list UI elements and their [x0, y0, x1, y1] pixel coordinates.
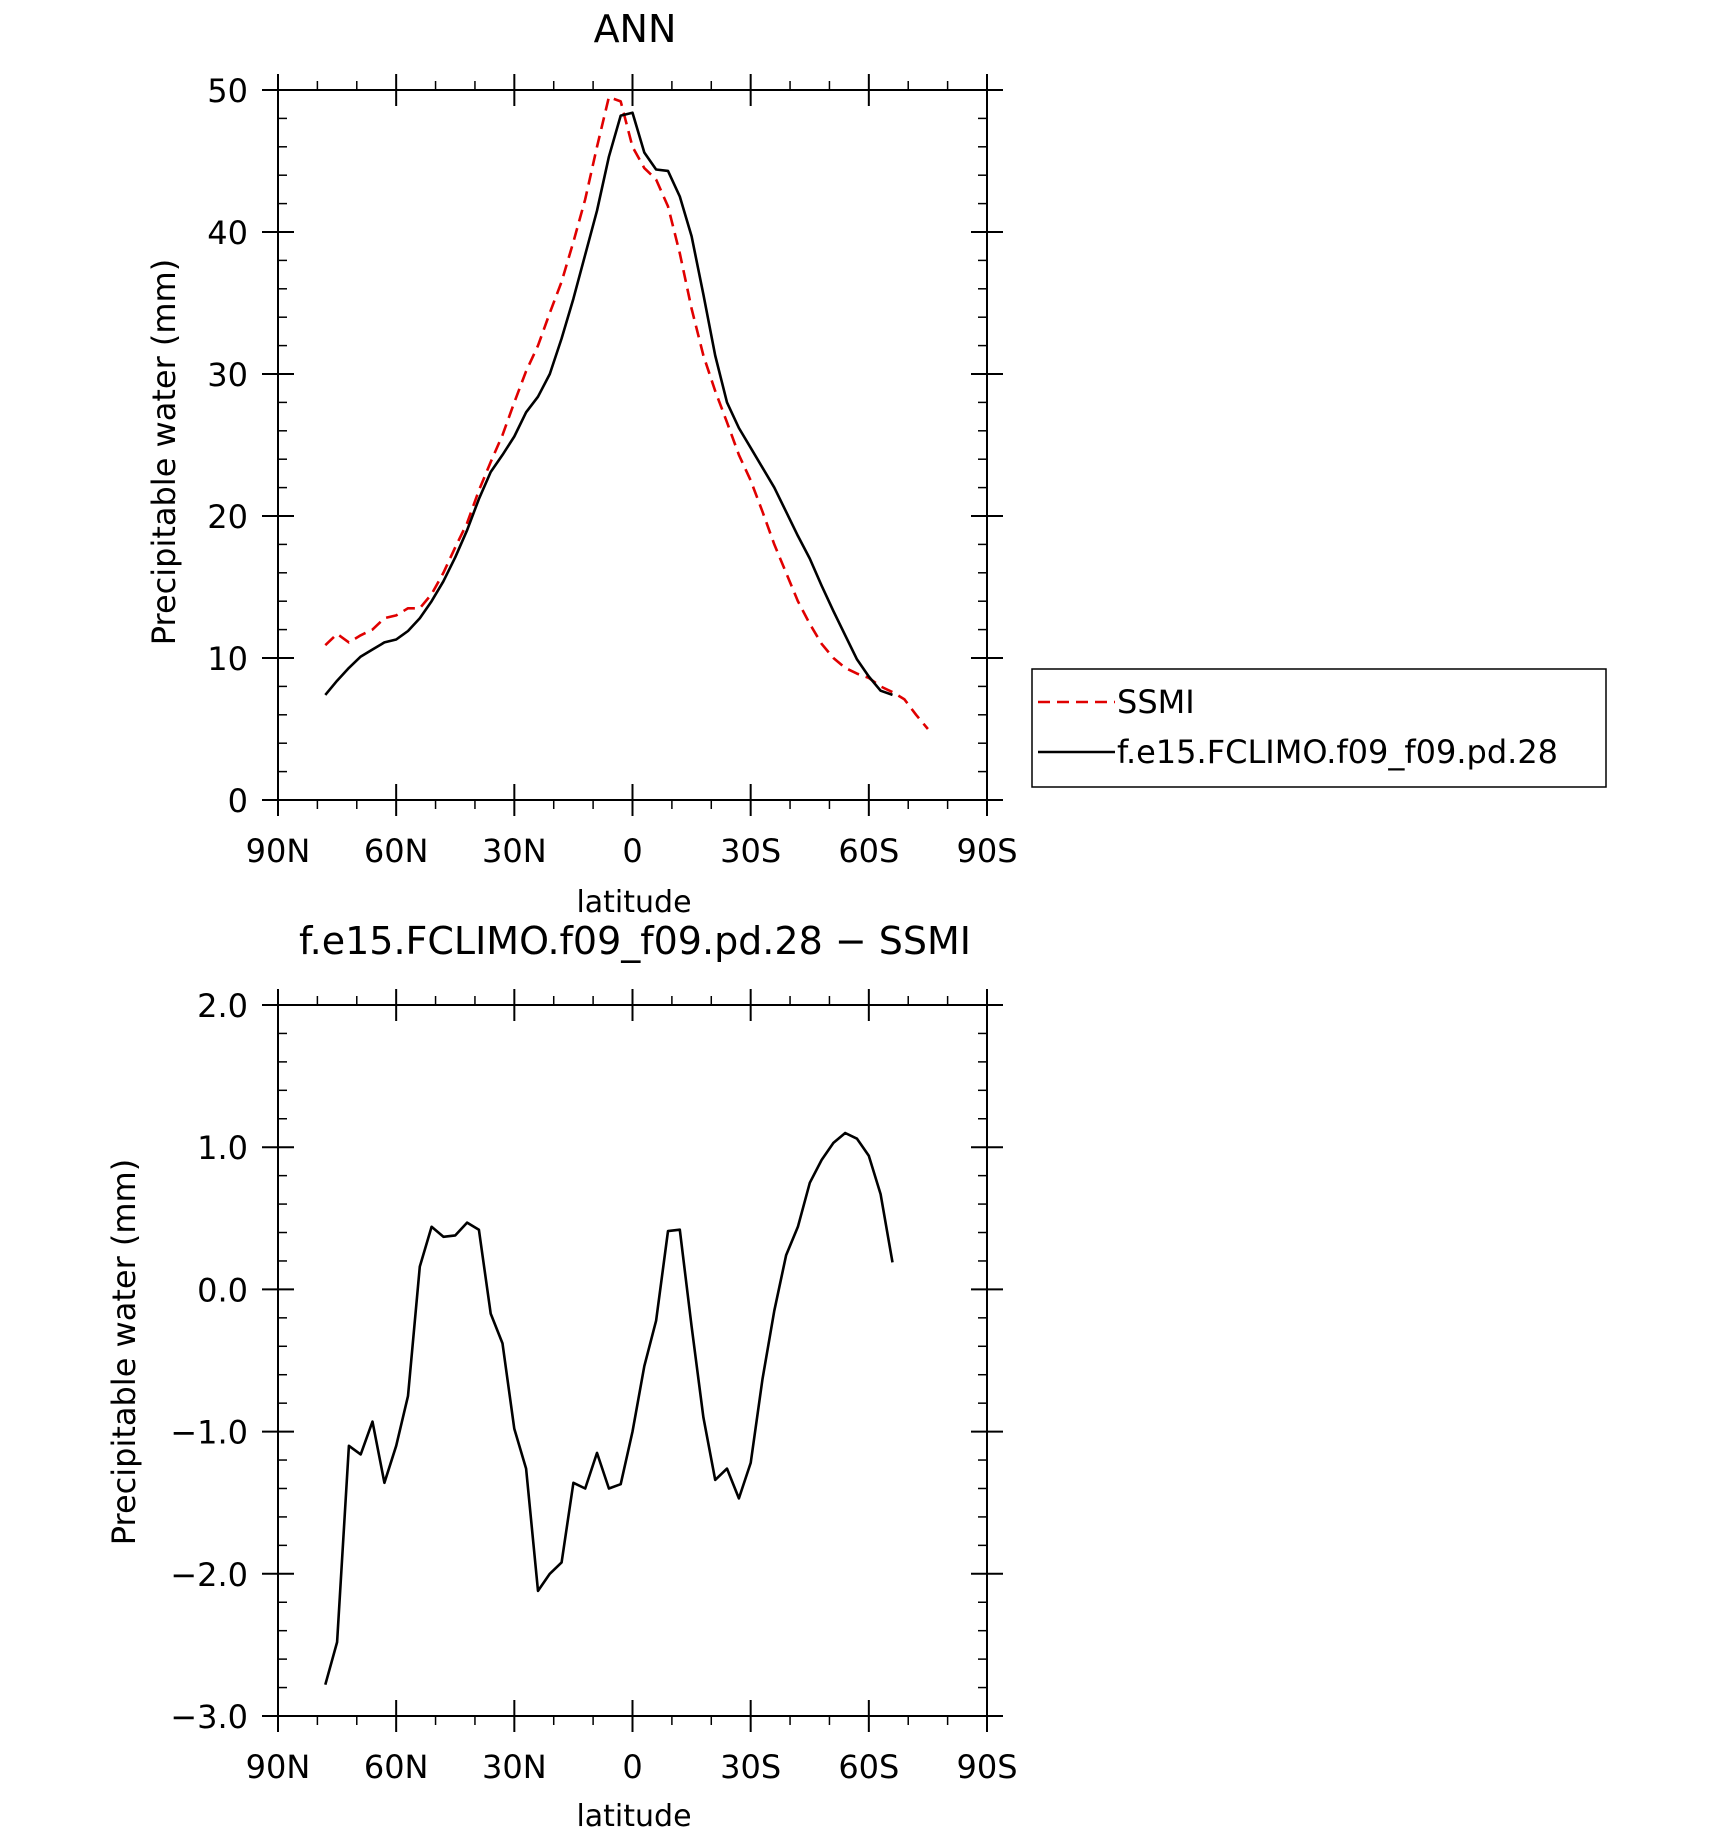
- legend-label-model: f.e15.FCLIMO.f09_f09.pd.28: [1117, 733, 1558, 771]
- top-chart-ylabel: Precipitable water (mm): [145, 259, 183, 645]
- y-tick-label: 0.0: [197, 1271, 248, 1309]
- top-chart-ticks: 0 10 20 30 40 50 90N 60N 30N 0 30S 60S 90S: [207, 72, 1017, 870]
- top-chart-xlabel: latitude: [576, 885, 691, 920]
- bottom-chart-ticks: −3.0 −2.0 −1.0 0.0 1.0 2.0 90N 60N 30N 0 30S 60S 90S: [170, 987, 1017, 1786]
- bottom-chart: f.e15.FCLIMO.f09_f09.pd.28 − SSMI −3.0 −2…: [105, 919, 1018, 1833]
- y-tick-label: 30: [207, 356, 248, 394]
- y-tick-label: 40: [207, 214, 248, 252]
- plot-frame: [277, 89, 988, 801]
- y-tick-label: 20: [207, 498, 248, 536]
- x-tick-label: 90N: [246, 832, 311, 870]
- x-tick-label: 30S: [720, 1748, 781, 1786]
- x-tick-label: 30N: [482, 1748, 547, 1786]
- series-line-f-e15-fclimo-f09-f09-pd-28: [324, 111, 893, 697]
- x-tick-label: 60N: [364, 1748, 429, 1786]
- series-line-ssmi: [324, 95, 929, 730]
- x-tick-label: 60S: [838, 832, 899, 870]
- x-tick-label: 0: [622, 1748, 642, 1786]
- x-tick-label: 90S: [956, 832, 1017, 870]
- x-tick-label: 30N: [482, 832, 547, 870]
- bottom-chart-title: f.e15.FCLIMO.f09_f09.pd.28 − SSMI: [299, 919, 971, 963]
- y-tick-label: 50: [207, 72, 248, 110]
- y-tick-label: −1.0: [170, 1414, 248, 1452]
- series-line-difference: [324, 1131, 894, 1686]
- legend-label-ssmi: SSMI: [1117, 683, 1195, 721]
- y-tick-label: 2.0: [197, 987, 248, 1025]
- y-tick-label: 1.0: [197, 1129, 248, 1167]
- y-tick-label: −2.0: [170, 1556, 248, 1594]
- x-tick-label: 60S: [838, 1748, 899, 1786]
- x-tick-label: 60N: [364, 832, 429, 870]
- legend-box: [1031, 668, 1607, 788]
- plot-frame: [277, 1004, 988, 1717]
- top-chart: ANN 0 10 20 30 40 50 90N 60N 30N 0 30S 60S 90S latit…: [145, 7, 1607, 920]
- bottom-chart-ylabel: Precipitable water (mm): [105, 1159, 143, 1545]
- y-tick-label: −3.0: [170, 1698, 248, 1736]
- x-tick-label: 90N: [246, 1748, 311, 1786]
- x-tick-label: 0: [622, 832, 642, 870]
- top-chart-frame: [277, 89, 988, 801]
- x-tick-label: 30S: [720, 832, 781, 870]
- top-chart-series: [324, 95, 929, 730]
- bottom-chart-xlabel: latitude: [576, 1799, 691, 1833]
- y-tick-label: 0: [228, 782, 248, 820]
- legend: SSMI f.e15.FCLIMO.f09_f09.pd.28: [1031, 668, 1607, 788]
- top-chart-title: ANN: [594, 7, 677, 51]
- bottom-chart-series: [324, 1131, 894, 1686]
- y-tick-label: 10: [207, 640, 248, 678]
- bottom-chart-frame: [277, 1004, 988, 1717]
- x-tick-label: 90S: [956, 1748, 1017, 1786]
